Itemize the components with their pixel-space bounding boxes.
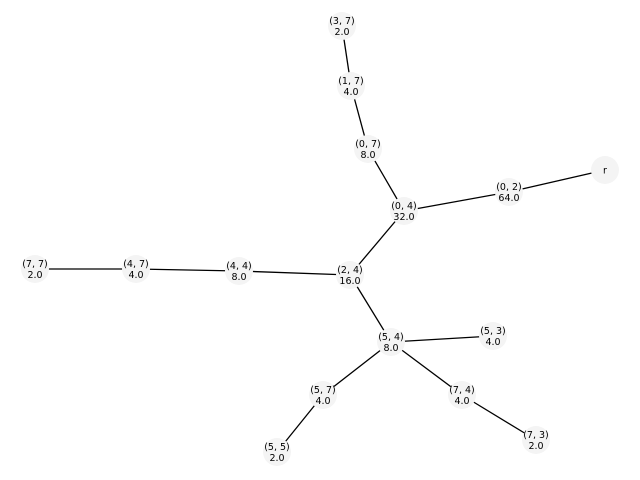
node-7-7: (7, 7)2.0 (21, 255, 49, 283)
node-circle (328, 12, 356, 40)
node-label: (4, 7) (123, 259, 149, 270)
node-circle (336, 261, 364, 289)
node-2-4: (2, 4)16.0 (336, 261, 364, 289)
node-value: 8.0 (231, 272, 246, 283)
node-3-7: (3, 7)2.0 (328, 12, 356, 40)
node-circle (354, 135, 382, 163)
edge-5-4-to-7-4 (390, 341, 463, 396)
node-value: 4.0 (128, 270, 143, 281)
node-circle (479, 322, 507, 350)
node-circle (377, 328, 405, 356)
node-value: 16.0 (339, 276, 360, 287)
node-1-7: (1, 7)4.0 (337, 72, 365, 100)
node-circle (522, 426, 550, 454)
node-value: 2.0 (27, 270, 42, 281)
node-value: 2.0 (528, 441, 543, 452)
node-5-7: (5, 7)4.0 (309, 381, 337, 409)
node-label: (7, 4) (449, 385, 475, 396)
node-circle (591, 156, 619, 184)
node-value: 2.0 (269, 453, 284, 464)
node-7-4: (7, 4)4.0 (448, 381, 476, 409)
node-circle (263, 438, 291, 466)
node-value: 4.0 (485, 337, 500, 348)
node-5-4: (5, 4)8.0 (377, 328, 405, 356)
node-label: r (603, 166, 607, 177)
node-value: 4.0 (343, 87, 358, 98)
node-label: (3, 7) (329, 16, 355, 27)
node-label: (4, 4) (226, 261, 252, 272)
node-0-7: (0, 7)8.0 (354, 135, 382, 163)
node-label: (7, 3) (523, 430, 549, 441)
node-4-4: (4, 4)8.0 (225, 257, 253, 285)
edge-2-4-to-4-4 (238, 270, 351, 276)
node-value: 64.0 (498, 193, 519, 204)
edge-5-4-to-5-3 (390, 335, 494, 343)
node-circle (495, 178, 523, 206)
node-r: r (591, 156, 619, 184)
node-5-3: (5, 3)4.0 (479, 322, 507, 350)
edge-5-4-to-5-7 (322, 341, 392, 396)
node-value: 4.0 (315, 396, 330, 407)
node-circle (225, 257, 253, 285)
node-0-2: (0, 2)64.0 (495, 178, 523, 206)
node-circle (21, 255, 49, 283)
node-value: 8.0 (360, 150, 375, 161)
node-label: (0, 2) (496, 182, 522, 193)
edge-4-4-to-4-7 (135, 268, 240, 272)
node-label: (2, 4) (337, 265, 363, 276)
node-5-5: (5, 5)2.0 (263, 438, 291, 466)
node-value: 4.0 (454, 396, 469, 407)
node-label: (0, 4) (391, 201, 417, 212)
node-label: (5, 7) (310, 385, 336, 396)
node-label: (5, 3) (480, 326, 506, 337)
nodes-layer: r(0, 2)64.0(0, 4)32.0(0, 7)8.0(1, 7)4.0(… (21, 12, 619, 466)
node-0-4: (0, 4)32.0 (390, 197, 418, 225)
node-value: 32.0 (393, 212, 414, 223)
node-circle (337, 72, 365, 100)
node-7-3: (7, 3)2.0 (522, 426, 550, 454)
node-circle (390, 197, 418, 225)
node-label: (0, 7) (355, 139, 381, 150)
node-label: (7, 7) (22, 259, 48, 270)
edge-r-to-0-2 (508, 169, 606, 193)
node-circle (122, 255, 150, 283)
node-circle (448, 381, 476, 409)
node-label: (1, 7) (338, 76, 364, 87)
node-label: (5, 5) (264, 442, 290, 453)
node-label: (5, 4) (378, 332, 404, 343)
edge-7-4-to-7-3 (461, 394, 537, 441)
node-value: 8.0 (383, 343, 398, 354)
node-4-7: (4, 7)4.0 (122, 255, 150, 283)
edge-0-2-to-0-4 (403, 191, 510, 212)
node-value: 2.0 (334, 27, 349, 38)
node-circle (309, 381, 337, 409)
